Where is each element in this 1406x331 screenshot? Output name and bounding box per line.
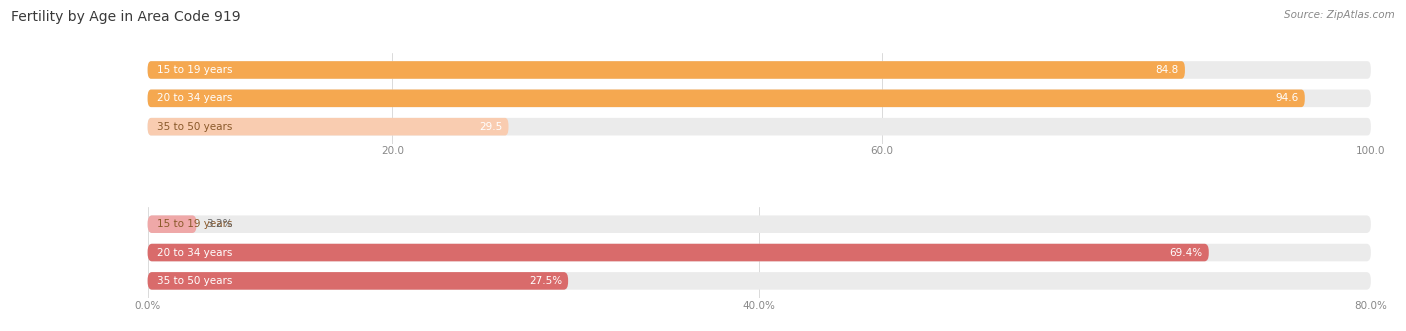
Text: 3.2%: 3.2% xyxy=(207,219,233,229)
FancyBboxPatch shape xyxy=(148,61,1185,79)
Text: 94.6: 94.6 xyxy=(1275,93,1299,103)
Text: 69.4%: 69.4% xyxy=(1170,248,1202,258)
FancyBboxPatch shape xyxy=(148,244,1371,261)
Text: 15 to 19 years: 15 to 19 years xyxy=(157,65,233,75)
Text: Fertility by Age in Area Code 919: Fertility by Age in Area Code 919 xyxy=(11,10,240,24)
Text: 29.5: 29.5 xyxy=(479,122,502,132)
Text: 35 to 50 years: 35 to 50 years xyxy=(157,276,233,286)
FancyBboxPatch shape xyxy=(148,215,1371,233)
FancyBboxPatch shape xyxy=(148,61,1371,79)
FancyBboxPatch shape xyxy=(148,272,1371,290)
FancyBboxPatch shape xyxy=(148,118,1371,135)
Text: 27.5%: 27.5% xyxy=(529,276,562,286)
Text: 20 to 34 years: 20 to 34 years xyxy=(157,248,233,258)
Text: 20 to 34 years: 20 to 34 years xyxy=(157,93,233,103)
FancyBboxPatch shape xyxy=(148,244,1209,261)
Text: 84.8: 84.8 xyxy=(1156,65,1178,75)
Text: Source: ZipAtlas.com: Source: ZipAtlas.com xyxy=(1284,10,1395,20)
Text: 15 to 19 years: 15 to 19 years xyxy=(157,219,233,229)
FancyBboxPatch shape xyxy=(148,118,509,135)
FancyBboxPatch shape xyxy=(148,89,1371,107)
FancyBboxPatch shape xyxy=(148,215,197,233)
Text: 35 to 50 years: 35 to 50 years xyxy=(157,122,233,132)
FancyBboxPatch shape xyxy=(148,89,1305,107)
FancyBboxPatch shape xyxy=(148,272,568,290)
